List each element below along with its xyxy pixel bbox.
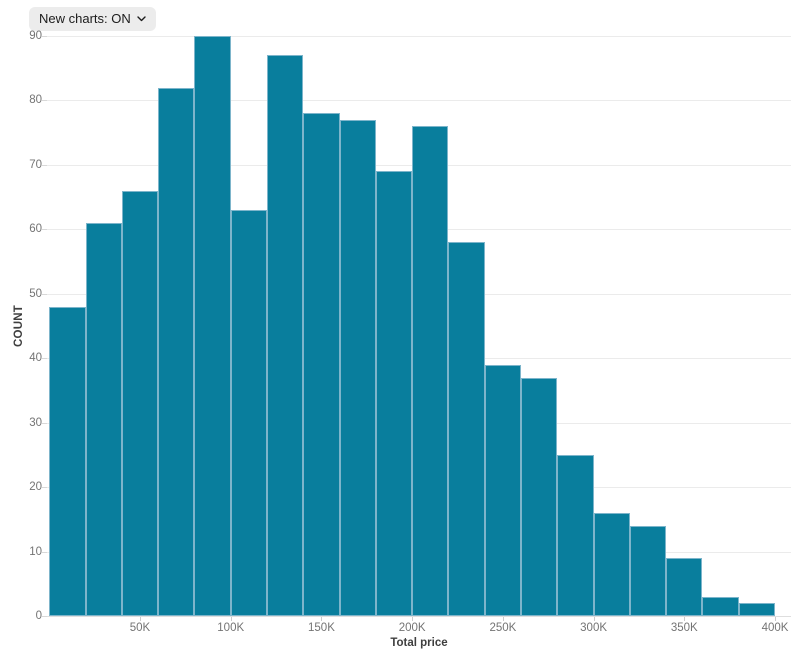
y-axis-tick-label: 0	[35, 610, 42, 622]
y-axis-tick-label: 30	[29, 417, 42, 429]
x-axis-tick	[593, 617, 595, 621]
chevron-down-icon	[137, 15, 146, 22]
y-axis-tick	[42, 487, 47, 488]
histogram-bar[interactable]	[557, 454, 594, 616]
histogram-bar[interactable]	[412, 126, 449, 616]
x-axis-tick-label: 50K	[129, 622, 151, 634]
histogram-bar[interactable]	[738, 603, 775, 616]
y-axis-tick	[42, 294, 47, 295]
x-axis-tick	[775, 617, 777, 621]
histogram-bar[interactable]	[267, 55, 304, 616]
y-axis-tick-label: 70	[29, 159, 42, 171]
histogram-bar[interactable]	[339, 119, 376, 616]
x-axis-tick-label: 150K	[308, 622, 335, 634]
histogram-bar[interactable]	[49, 306, 86, 616]
x-axis-tick-label: 400K	[761, 622, 789, 634]
y-axis-tick-label: 40	[29, 352, 42, 364]
y-axis-tick	[42, 552, 47, 553]
x-axis-tick	[230, 617, 232, 621]
y-axis-tick	[42, 423, 47, 424]
y-gridline	[47, 100, 791, 101]
x-axis-tick-label: 300K	[580, 622, 608, 634]
histogram-bar[interactable]	[629, 525, 667, 616]
y-axis-tick-label: 10	[29, 546, 42, 558]
histogram-bar[interactable]	[448, 242, 485, 616]
y-axis-tick-label: 90	[29, 30, 42, 42]
histogram-bar[interactable]	[303, 113, 340, 616]
histogram-bar[interactable]	[158, 87, 195, 616]
x-axis-tick-label: 100K	[217, 622, 245, 634]
y-axis-tick-label: 20	[29, 481, 42, 493]
y-gridline	[47, 36, 791, 37]
histogram-bar[interactable]	[194, 36, 231, 616]
y-axis-tick-label: 50	[29, 288, 42, 300]
histogram-bar[interactable]	[230, 210, 267, 616]
y-axis-tick	[42, 100, 47, 101]
y-axis-tick	[42, 36, 47, 37]
histogram-bar[interactable]	[121, 190, 159, 616]
y-gridline	[47, 616, 791, 617]
y-axis-tick	[42, 616, 47, 617]
y-axis-tick	[42, 165, 47, 166]
x-axis-tick-label: 250K	[489, 622, 517, 634]
histogram-bar[interactable]	[593, 512, 630, 616]
histogram-bar[interactable]	[702, 596, 739, 616]
histogram-bar[interactable]	[521, 377, 558, 616]
histogram-bar[interactable]	[375, 171, 413, 616]
y-axis-tick-label: 80	[29, 94, 42, 106]
histogram-bar[interactable]	[85, 222, 122, 616]
x-axis-tick-label: 350K	[670, 622, 698, 634]
x-axis-tick	[502, 617, 504, 621]
x-axis-title: Total price	[390, 637, 448, 649]
new-charts-toggle-label: New charts: ON	[39, 11, 131, 26]
y-axis-tick	[42, 358, 47, 359]
x-axis-tick	[412, 617, 414, 621]
y-axis-tick	[42, 229, 47, 230]
y-axis-tick-label: 60	[29, 223, 42, 235]
x-axis-tick-label: 200K	[398, 622, 426, 634]
histogram-bar[interactable]	[484, 364, 521, 616]
new-charts-toggle[interactable]: New charts: ON	[29, 7, 156, 31]
x-axis-tick	[321, 617, 323, 621]
x-axis-tick	[140, 617, 141, 621]
x-axis-tick	[684, 617, 686, 621]
y-axis-title: COUNT	[13, 305, 25, 347]
histogram-bar[interactable]	[666, 558, 703, 616]
